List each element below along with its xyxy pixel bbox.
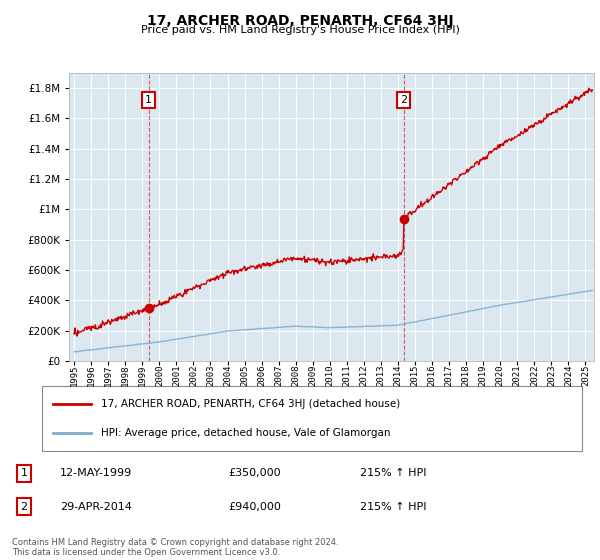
Text: £940,000: £940,000 <box>228 502 281 512</box>
Text: 2001: 2001 <box>172 364 181 385</box>
Text: 2017: 2017 <box>445 364 454 385</box>
Text: 2005: 2005 <box>240 364 249 385</box>
Text: 2014: 2014 <box>394 364 403 385</box>
Text: 12-MAY-1999: 12-MAY-1999 <box>60 468 132 478</box>
Text: 2021: 2021 <box>513 364 522 385</box>
Text: 2: 2 <box>20 502 28 512</box>
Text: 2008: 2008 <box>291 364 300 385</box>
Text: 2025: 2025 <box>581 364 590 385</box>
Text: 17, ARCHER ROAD, PENARTH, CF64 3HJ: 17, ARCHER ROAD, PENARTH, CF64 3HJ <box>146 14 454 28</box>
Text: 2: 2 <box>400 95 407 105</box>
Text: 1: 1 <box>20 468 28 478</box>
Text: 2015: 2015 <box>410 364 419 385</box>
Text: 2010: 2010 <box>325 364 334 385</box>
Text: 2024: 2024 <box>564 364 573 385</box>
Text: 2018: 2018 <box>461 364 470 385</box>
Text: 2009: 2009 <box>308 364 317 385</box>
Text: 2022: 2022 <box>530 364 539 385</box>
Text: 2016: 2016 <box>428 364 437 385</box>
Text: 17, ARCHER ROAD, PENARTH, CF64 3HJ (detached house): 17, ARCHER ROAD, PENARTH, CF64 3HJ (deta… <box>101 399 401 409</box>
Text: 1996: 1996 <box>86 364 95 385</box>
Text: 215% ↑ HPI: 215% ↑ HPI <box>360 502 427 512</box>
Text: 2013: 2013 <box>376 364 385 385</box>
Text: Price paid vs. HM Land Registry's House Price Index (HPI): Price paid vs. HM Land Registry's House … <box>140 25 460 35</box>
Text: 2020: 2020 <box>496 364 505 385</box>
Text: 1999: 1999 <box>138 364 147 385</box>
Text: 215% ↑ HPI: 215% ↑ HPI <box>360 468 427 478</box>
Text: 2007: 2007 <box>274 364 283 385</box>
Text: 1997: 1997 <box>104 364 113 385</box>
Text: 2000: 2000 <box>155 364 164 385</box>
Text: 2019: 2019 <box>479 364 488 385</box>
Text: 2012: 2012 <box>359 364 368 385</box>
Text: £350,000: £350,000 <box>228 468 281 478</box>
Text: 2004: 2004 <box>223 364 232 385</box>
Text: 2002: 2002 <box>189 364 198 385</box>
Text: 29-APR-2014: 29-APR-2014 <box>60 502 132 512</box>
Text: 2003: 2003 <box>206 364 215 385</box>
Text: HPI: Average price, detached house, Vale of Glamorgan: HPI: Average price, detached house, Vale… <box>101 428 391 438</box>
Text: 1998: 1998 <box>121 364 130 385</box>
Text: 1995: 1995 <box>70 364 79 385</box>
Text: Contains HM Land Registry data © Crown copyright and database right 2024.
This d: Contains HM Land Registry data © Crown c… <box>12 538 338 557</box>
Text: 1: 1 <box>145 95 152 105</box>
FancyBboxPatch shape <box>42 386 582 451</box>
Text: 2011: 2011 <box>343 364 352 385</box>
Text: 2023: 2023 <box>547 364 556 385</box>
Text: 2006: 2006 <box>257 364 266 385</box>
